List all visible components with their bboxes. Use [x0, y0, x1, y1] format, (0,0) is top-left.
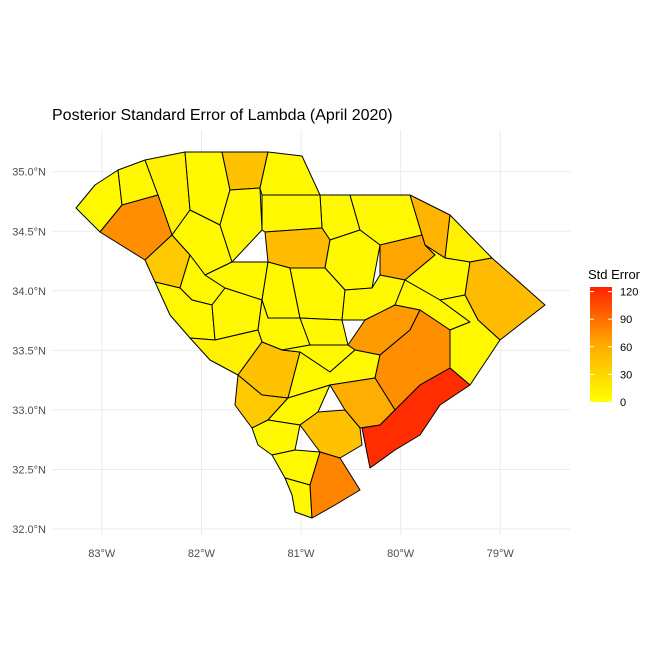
county-anderson [99, 194, 173, 261]
county-kershaw [264, 227, 331, 269]
x-tick-label: 81°W [288, 548, 316, 560]
y-tick-label: 35.0°N [12, 167, 46, 179]
county-union [219, 187, 263, 263]
legend-tick-label: 60 [620, 342, 632, 354]
axis-tick-labels: 83°W 82°W 81°W 80°W 79°W 32.0°N 32.5°N 33.0°N 33… [12, 167, 514, 560]
x-tick-label: 79°W [487, 548, 515, 560]
x-tick-label: 82°W [188, 548, 216, 560]
chart-title: Posterior Standard Error of Lambda (Apri… [52, 107, 393, 124]
x-tick-label: 83°W [88, 548, 116, 560]
county-jasper [284, 477, 313, 519]
y-tick-label: 33.5°N [12, 345, 46, 357]
y-tick-label: 32.0°N [12, 524, 46, 536]
legend-ticks: 0 30 60 90 120 [590, 287, 638, 409]
map-counties [75, 151, 546, 519]
legend-tick-label: 90 [620, 314, 632, 326]
county-charleston [361, 367, 471, 469]
legend-title: Std Error [588, 267, 641, 282]
y-tick-label: 34.0°N [12, 286, 46, 298]
x-tick-label: 80°W [387, 548, 415, 560]
legend-tick-label: 120 [620, 287, 638, 299]
y-tick-label: 32.5°N [12, 464, 46, 476]
legend-tick-label: 0 [620, 397, 626, 409]
legend-colorbar [590, 287, 612, 402]
color-legend: Std Error 0 30 60 90 120 [588, 267, 641, 409]
county-beaufort [309, 451, 361, 519]
y-tick-label: 34.5°N [12, 226, 46, 238]
county-chester [261, 194, 323, 233]
y-tick-label: 33.0°N [12, 405, 46, 417]
legend-tick-label: 30 [620, 369, 632, 381]
